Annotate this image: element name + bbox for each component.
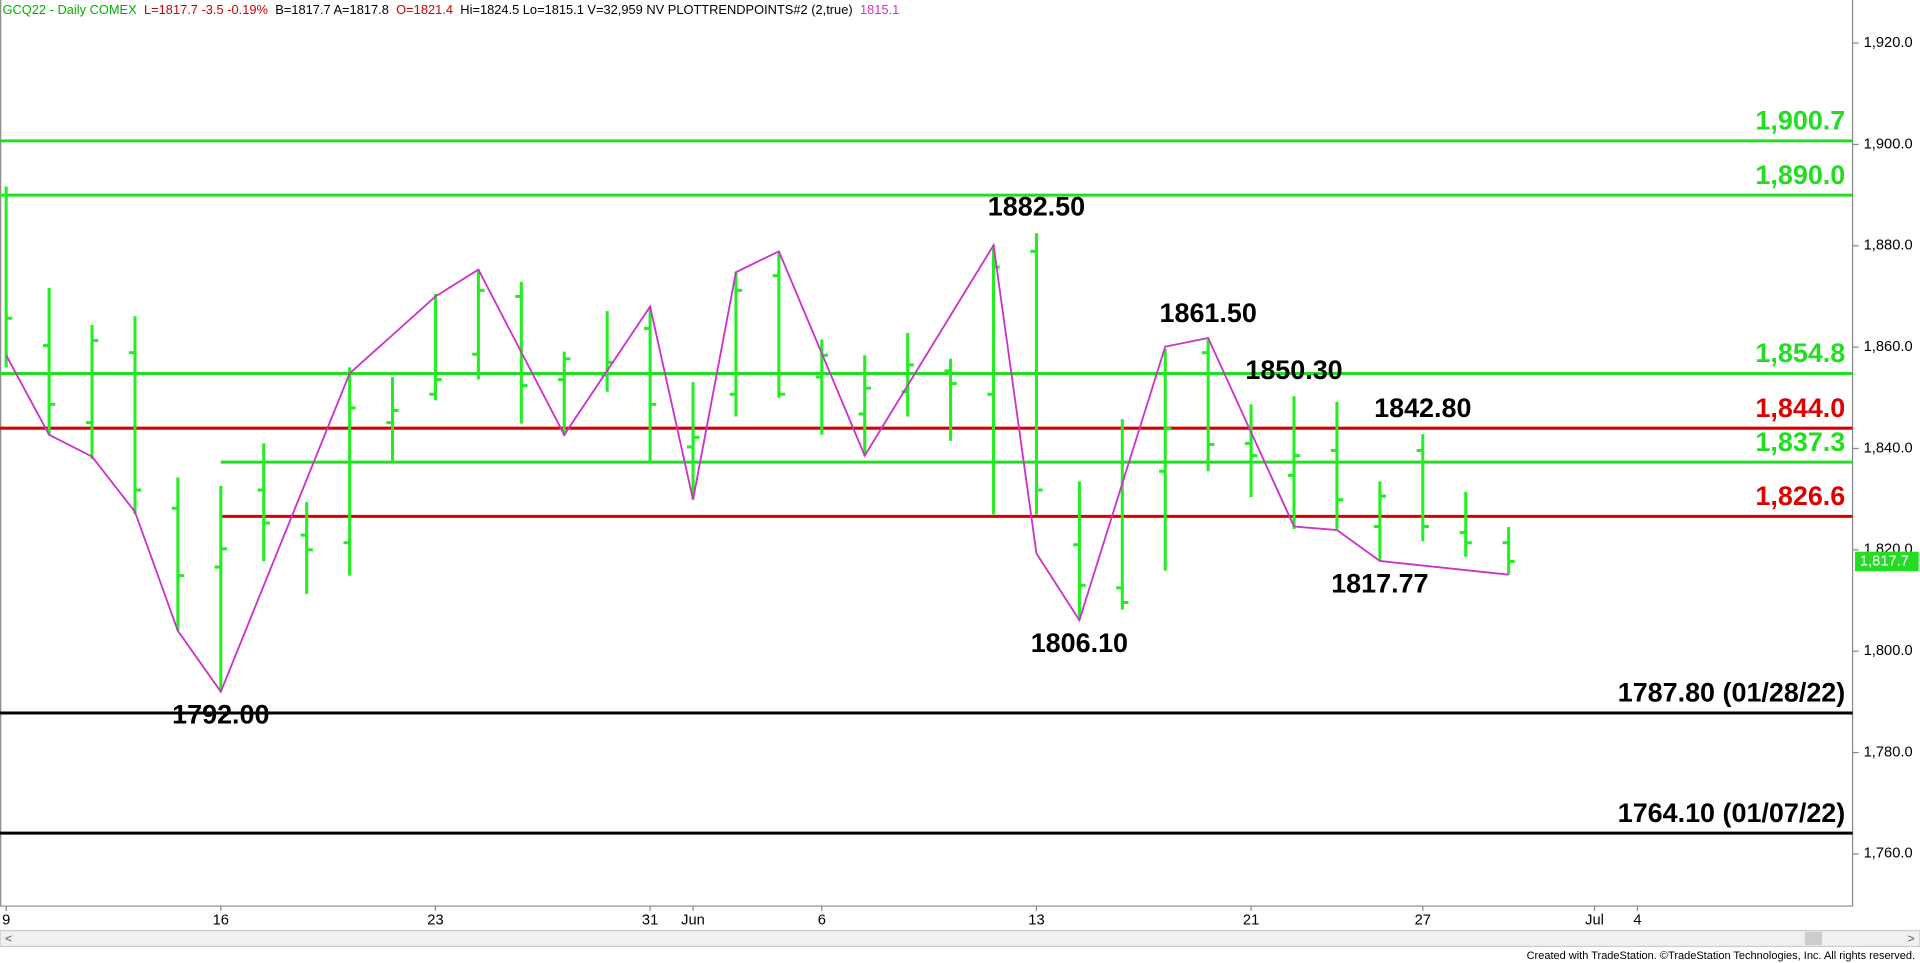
header-segment: O=1821.4 — [396, 2, 453, 17]
y-tick-label: 1,780.0 — [1864, 744, 1913, 760]
chart-header: GCQ22 - Daily COMEX L=1817.7 -3.5 -0.19% B… — [3, 2, 900, 17]
x-tick-label: Jun — [681, 913, 705, 929]
y-tick-label: 1,800.0 — [1864, 643, 1913, 659]
x-tick-label: 31 — [642, 913, 658, 929]
level-label: 1,826.6 — [1755, 481, 1845, 511]
x-tick-label: 27 — [1415, 913, 1431, 929]
scrollbar[interactable] — [0, 929, 1920, 948]
level-label: 1,844.0 — [1755, 393, 1845, 423]
pivot-label: 1850.30 — [1245, 355, 1342, 385]
header-segment: Hi=1824.5 Lo=1815.1 V=32,959 NV PLOTTREN… — [460, 2, 852, 17]
header-segment: L=1817.7 -3.5 -0.19% — [144, 2, 268, 17]
footer: Created with TradeStation. ©TradeStation… — [1527, 950, 1915, 962]
level-label: 1764.10 (01/07/22) — [1618, 798, 1846, 828]
x-tick-label: 21 — [1243, 913, 1259, 929]
scroll-left[interactable]: < — [5, 931, 12, 945]
header-segment: GCQ22 - Daily COMEX — [3, 2, 138, 17]
y-tick-label: 1,860.0 — [1864, 339, 1913, 355]
x-tick-label: Jul — [1585, 913, 1604, 929]
y-tick-label: 1,840.0 — [1864, 440, 1913, 456]
y-tick-label: 1,920.0 — [1864, 35, 1913, 51]
header-segment: B=1817.7 A=1817.8 — [275, 2, 389, 17]
scrollbar-thumb[interactable] — [1804, 931, 1822, 946]
x-tick-label: 9 — [2, 913, 10, 929]
last-price-label: 1,817.7 — [1860, 553, 1909, 569]
scroll-right[interactable]: > — [1908, 931, 1915, 945]
x-tick-label: 13 — [1028, 913, 1044, 929]
x-tick-label: 16 — [213, 913, 229, 929]
trend-line — [5, 242, 1509, 694]
pivot-label: 1792.00 — [172, 699, 269, 729]
header-segment: 1815.1 — [860, 2, 899, 17]
x-tick-label: 4 — [1633, 913, 1641, 929]
level-label: 1,837.3 — [1755, 427, 1845, 457]
last-price-tag — [1855, 551, 1919, 572]
y-tick-label: 1,760.0 — [1864, 846, 1913, 862]
y-tick-label: 1,900.0 — [1864, 136, 1913, 152]
pivot-label: 1842.80 — [1374, 393, 1471, 423]
pivot-label: 1817.77 — [1331, 569, 1428, 599]
pivot-label: 1861.50 — [1159, 298, 1256, 328]
x-tick-label: 6 — [818, 913, 826, 929]
pivot-label: 1806.10 — [1031, 628, 1128, 658]
y-tick-label: 1,880.0 — [1864, 238, 1913, 254]
level-label: 1,890.0 — [1755, 160, 1845, 190]
level-label: 1,900.7 — [1755, 106, 1845, 136]
x-tick-label: 23 — [427, 913, 443, 929]
pivot-label: 1882.50 — [988, 192, 1085, 222]
level-label: 1787.80 (01/28/22) — [1618, 678, 1846, 708]
level-label: 1,854.8 — [1755, 338, 1845, 368]
